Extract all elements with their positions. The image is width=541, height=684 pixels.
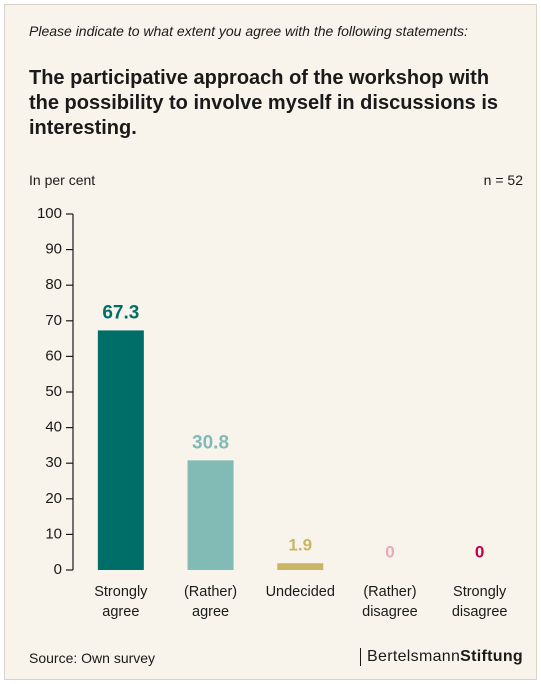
value-label: 30.8 [192, 432, 229, 453]
x-tick-label: (Rather) disagree [362, 584, 418, 620]
bar [277, 563, 324, 570]
x-tick-label: (Rather) agree [183, 584, 238, 620]
question: Please indicate to what extent you agree… [29, 23, 468, 39]
sample-size: n = 52 [483, 172, 523, 188]
y-tick-label: 80 [45, 276, 62, 293]
brand-bold: Stiftung [460, 648, 523, 665]
y-tick-label: 0 [54, 561, 62, 578]
y-tick-label: 60 [45, 347, 62, 364]
value-label: 67.3 [102, 302, 139, 323]
brand-light: Bertelsmann [367, 648, 461, 665]
chart-title: The participative approach of the worksh… [29, 67, 499, 139]
x-tick-label: Strongly disagree [451, 584, 508, 620]
card [4, 4, 537, 680]
bar [97, 330, 144, 570]
y-tick-label: 100 [37, 205, 62, 222]
y-tick-label: 20 [45, 490, 62, 507]
y-tick-label: 50 [45, 383, 62, 400]
value-label: 1.9 [288, 536, 312, 555]
y-tick-label: 70 [45, 312, 62, 329]
source: Source: Own survey [29, 650, 156, 666]
y-axis-label: In per cent [29, 172, 96, 188]
x-tick-label: Strongly agree [94, 584, 148, 620]
value-label: 0 [385, 542, 394, 561]
value-label: 0 [475, 542, 484, 561]
x-tick-label: Undecided [265, 584, 335, 600]
y-tick-label: 30 [45, 454, 62, 471]
y-tick-label: 10 [45, 525, 62, 542]
y-tick-label: 40 [45, 419, 62, 436]
y-tick-label: 90 [45, 241, 62, 258]
bar [187, 460, 234, 570]
brand-logo: BertelsmannStiftung [360, 648, 523, 666]
